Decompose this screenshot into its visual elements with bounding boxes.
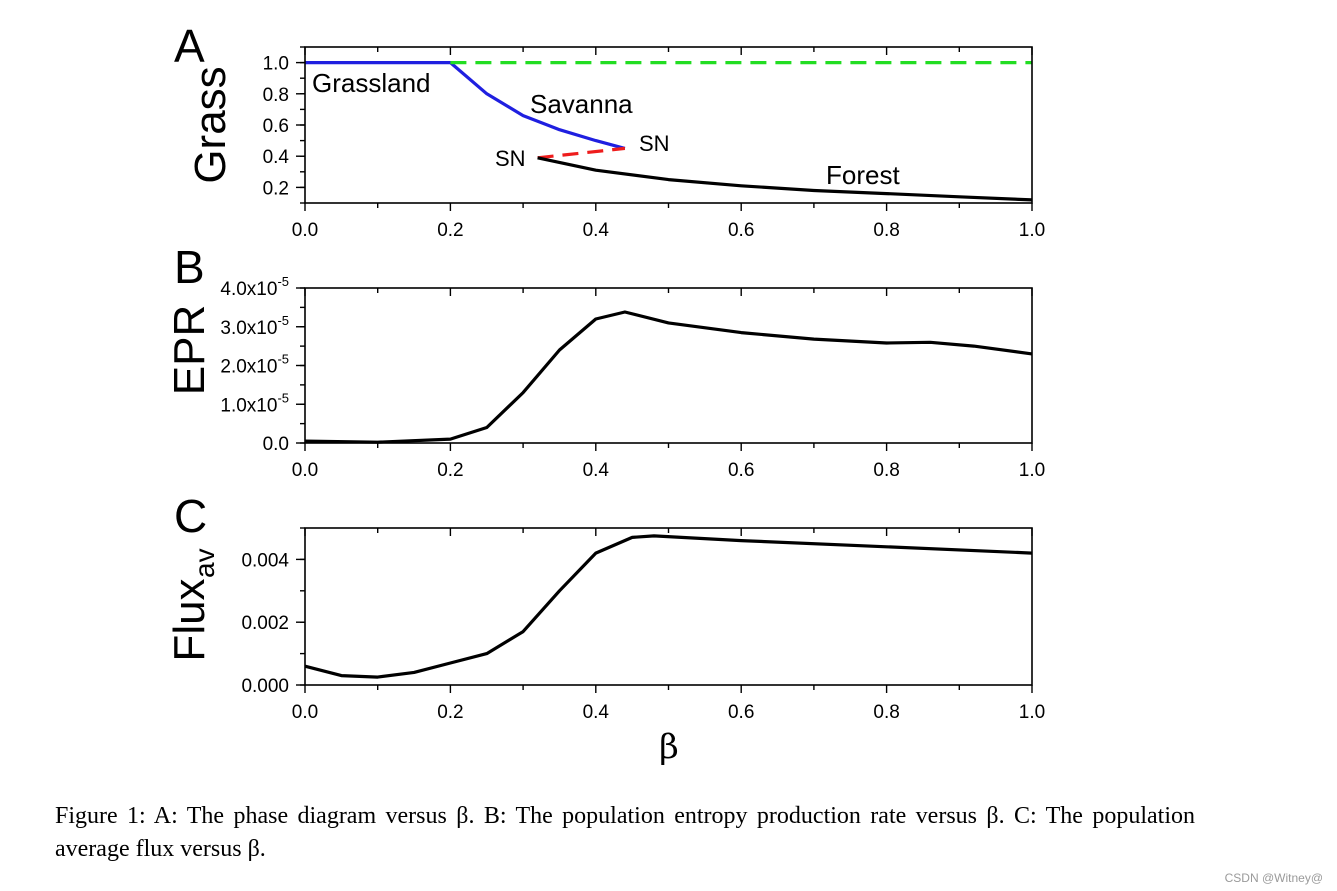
x-axis-title: β [659, 727, 679, 767]
x-tick-label-a: 0.4 [583, 220, 610, 241]
x-tick-label-b: 0.4 [583, 460, 610, 481]
y-tick-label-a: 1.0 [263, 54, 289, 75]
y-axis-title-c: Flux av [165, 548, 220, 661]
figure-caption: Figure 1: A: The phase diagram versus β.… [55, 803, 1195, 862]
annotation-sn-right: SN [639, 131, 670, 156]
panel-b-plot: 0.0 0.2 0.4 0.6 0.8 1.0 0.0 1.0x10-5 2.0x10-5 3.0… [220, 274, 1045, 481]
x-tick-label-a: 0.0 [292, 220, 318, 241]
panel-c-plot: 0.0 0.2 0.4 0.6 0.8 1.0 0.000 0.002 0.004 [241, 527, 1045, 723]
x-tick-label-c: 0.0 [292, 702, 318, 723]
x-tick-label-c: 0.6 [728, 702, 754, 723]
y-tick-label-b: 2.0x10-5 [220, 352, 289, 378]
plot-frame-c [304, 527, 1033, 686]
y-tick-label-b: 1.0x10-5 [220, 390, 289, 416]
y-tick-label-b: 4.0x10-5 [220, 274, 289, 300]
watermark: CSDN @Witney@ [1224, 871, 1323, 885]
x-tick-label-a: 1.0 [1019, 220, 1045, 241]
y-tick-label-c: 0.002 [241, 613, 289, 634]
x-tick-label-b: 1.0 [1019, 460, 1045, 481]
panel-a-plot: 0.0 0.2 0.4 0.6 0.8 1.00.20.40.60.81.0 [263, 46, 1045, 241]
y-tick-label-b: 3.0x10-5 [220, 313, 289, 339]
y-tick-exponent: -5 [277, 313, 289, 328]
y-tick-label-a: 0.4 [263, 147, 290, 168]
annotation-savanna: Savanna [530, 89, 633, 119]
x-tick-label-c: 0.8 [873, 702, 899, 723]
y-tick-label-b: 0.0 [263, 434, 289, 455]
y-axis-title-b: EPR [165, 305, 214, 395]
y-axis-title-c-main: Flux [165, 578, 214, 661]
plot-frame-b [304, 287, 1033, 444]
series-line-c-0 [304, 534, 1033, 679]
annotation-sn-left: SN [495, 146, 526, 171]
panel-letter-a: A [174, 20, 205, 72]
panel-letter-c: C [174, 490, 207, 542]
annotation-grassland: Grassland [312, 68, 431, 98]
series-line-a-3 [537, 156, 1033, 202]
x-tick-label-b: 0.6 [728, 460, 754, 481]
x-tick-label-c: 0.4 [583, 702, 610, 723]
x-tick-label-c: 1.0 [1019, 702, 1045, 723]
x-tick-label-c: 0.2 [437, 702, 463, 723]
x-tick-label-a: 0.6 [728, 220, 754, 241]
x-tick-label-b: 0.0 [292, 460, 318, 481]
y-tick-exponent: -5 [277, 352, 289, 367]
series-line-a-2 [537, 146, 626, 160]
y-tick-label-a: 0.2 [263, 178, 289, 199]
x-tick-label-a: 0.8 [873, 220, 899, 241]
y-tick-label-a: 0.8 [263, 85, 289, 106]
series-line-b-0 [304, 310, 1033, 444]
y-axis-title-c-sub: av [189, 548, 220, 578]
y-tick-label-c: 0.000 [241, 676, 289, 697]
y-tick-label-a: 0.6 [263, 116, 289, 137]
panel-letter-b: B [174, 241, 205, 293]
y-tick-exponent: -5 [277, 390, 289, 405]
x-tick-label-b: 0.8 [873, 460, 899, 481]
x-tick-label-a: 0.2 [437, 220, 463, 241]
annotation-forest: Forest [826, 160, 900, 190]
x-tick-label-b: 0.2 [437, 460, 463, 481]
y-tick-label-c: 0.004 [241, 550, 289, 571]
y-tick-exponent: -5 [277, 274, 289, 289]
y-axis-title-a: Grass [186, 66, 235, 183]
